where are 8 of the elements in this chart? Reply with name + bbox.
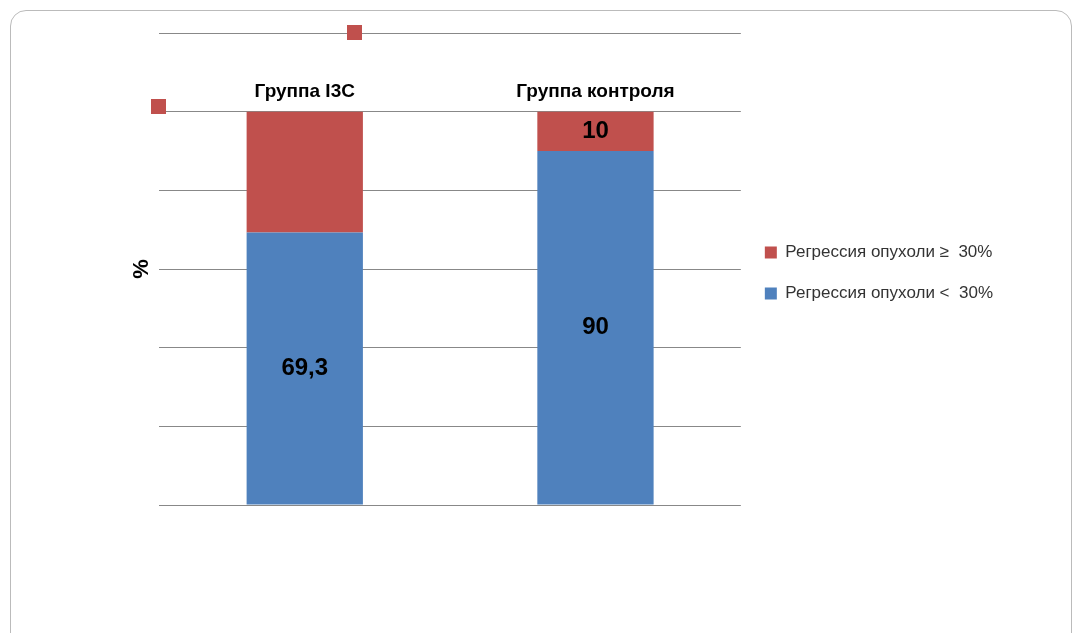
data-label: 10 [582, 115, 609, 143]
x-tick-label: Группа контроля [516, 80, 675, 102]
x-tick-label: Группа I3C [254, 80, 356, 102]
y-axis-title: % [128, 259, 154, 279]
data-label: 69,3 [281, 353, 329, 381]
legend-label: Регрессия опухоли < 30% [785, 283, 993, 303]
data-label: 90 [582, 312, 609, 340]
legend-label: Регрессия опухоли ≥ 30% [785, 242, 993, 262]
